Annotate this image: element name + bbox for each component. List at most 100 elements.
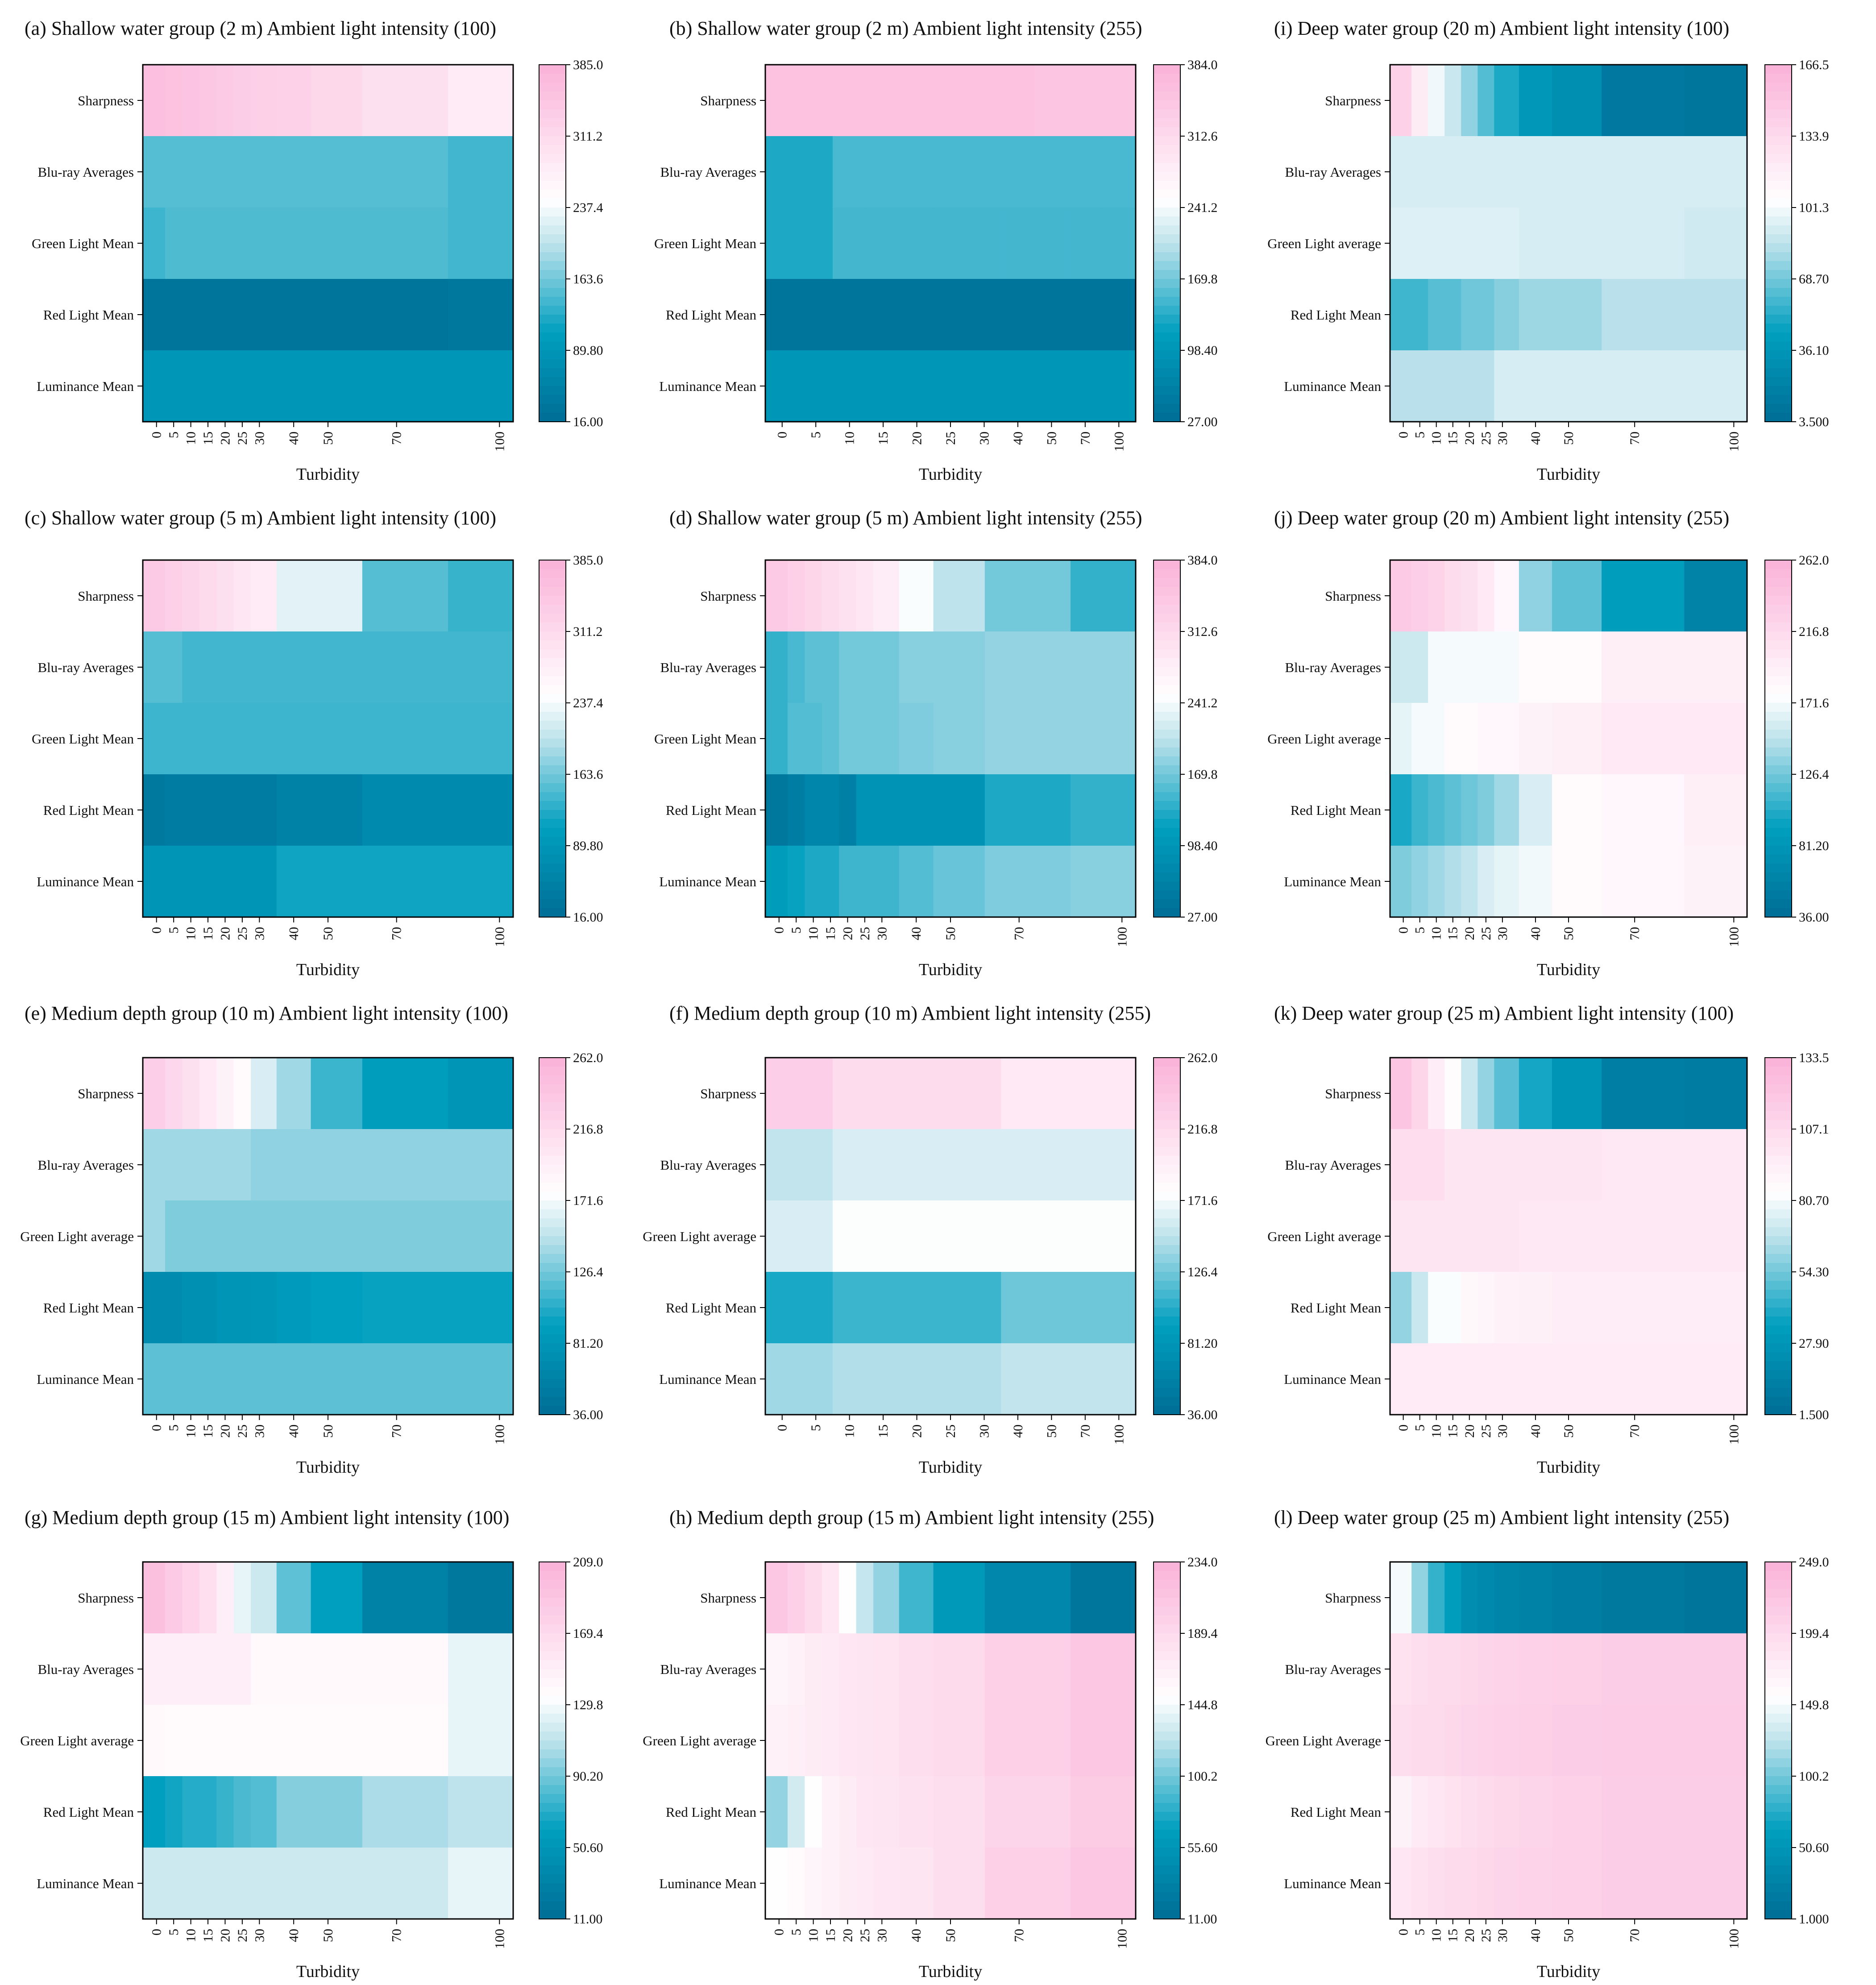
- colorbar-band: [539, 756, 566, 766]
- heatmap-cell: [233, 560, 251, 632]
- x-tick-label: 5: [166, 1424, 181, 1431]
- colorbar-band: [539, 623, 566, 632]
- heatmap-cell: [233, 1633, 251, 1705]
- colorbar-band: [1765, 1580, 1792, 1589]
- heatmap-cell: [216, 136, 234, 208]
- colorbar-band: [539, 1758, 566, 1768]
- x-tick-label: 100: [1727, 1424, 1741, 1445]
- x-tick-label: 40: [1528, 927, 1543, 940]
- colorbar-band: [1154, 1192, 1180, 1201]
- colorbar-band: [1765, 1758, 1792, 1768]
- colorbar-band: [1154, 1093, 1180, 1103]
- heatmap-cell: [182, 1272, 200, 1344]
- colorbar-band: [539, 703, 566, 712]
- heatmap-cell: [1684, 703, 1747, 775]
- heatmap-cell: [866, 1343, 901, 1415]
- colorbar-band: [1765, 872, 1792, 882]
- colorbar-tick-label: 90.20: [573, 1769, 603, 1784]
- heatmap-cell: [165, 65, 183, 137]
- colorbar-band: [1154, 1848, 1180, 1857]
- heatmap-cell: [362, 1200, 448, 1272]
- colorbar-band: [539, 279, 566, 288]
- colorbar-band: [1154, 1812, 1180, 1821]
- heatmap-cell: [805, 631, 822, 703]
- colorbar-tick-label: 98.40: [1187, 839, 1218, 853]
- colorbar-band: [539, 614, 566, 623]
- heatmap-cell: [448, 65, 514, 137]
- x-tick-label: 50: [321, 1929, 336, 1942]
- heatmap-cell: [765, 1776, 788, 1848]
- heatmap-cell: [1444, 631, 1462, 703]
- colorbar-band: [1154, 1785, 1180, 1794]
- heatmap-cell: [182, 703, 200, 775]
- colorbar-band: [539, 1379, 566, 1388]
- heatmap-cell: [1428, 1633, 1445, 1705]
- x-tick-label: 25: [235, 432, 250, 445]
- heatmap-cell: [143, 846, 166, 918]
- colorbar-band: [1154, 1687, 1180, 1696]
- heatmap-cell: [765, 65, 800, 137]
- heatmap-cell: [900, 65, 934, 137]
- x-tick-label: 70: [1012, 1929, 1027, 1942]
- colorbar-band: [1765, 1723, 1792, 1732]
- heatmap-cell: [839, 1562, 857, 1634]
- y-tick-label: Red Light Mean: [43, 802, 134, 818]
- heatmap-cell: [448, 1272, 514, 1344]
- colorbar-band: [1765, 1830, 1792, 1839]
- heatmap-cell: [199, 1343, 217, 1415]
- heatmap-cell: [448, 1848, 514, 1919]
- colorbar-band: [1765, 1254, 1792, 1263]
- colorbar-band: [1765, 1624, 1792, 1634]
- heatmap-cell: [1461, 1058, 1478, 1130]
- heatmap-cell: [856, 774, 874, 846]
- colorbar-band: [1765, 100, 1792, 110]
- colorbar-band: [1154, 413, 1180, 422]
- colorbar-band: [539, 350, 566, 360]
- heatmap-cell: [1411, 1129, 1428, 1201]
- colorbar-band: [1154, 1343, 1180, 1353]
- colorbar-band: [1765, 1874, 1792, 1884]
- colorbar-band: [1154, 341, 1180, 351]
- colorbar-band: [1765, 640, 1792, 650]
- x-tick-label: 100: [1727, 432, 1741, 452]
- heatmap-cell: [984, 1562, 1071, 1634]
- x-tick-label: 30: [1495, 432, 1510, 445]
- colorbar-band: [539, 1147, 566, 1156]
- heatmap-cell: [311, 136, 363, 208]
- heatmap-cell: [1390, 1776, 1412, 1848]
- colorbar-tick-label: 234.0: [1187, 1555, 1218, 1570]
- colorbar-band: [1154, 908, 1180, 918]
- heatmap-cell: [1552, 136, 1602, 208]
- colorbar-band: [539, 190, 566, 199]
- colorbar-band: [1154, 828, 1180, 837]
- colorbar-band: [1765, 1740, 1792, 1750]
- x-tick-label: 25: [235, 927, 250, 940]
- colorbar-band: [1765, 712, 1792, 721]
- heatmap-cell: [866, 279, 901, 351]
- heatmap-cell: [199, 1058, 217, 1130]
- x-tick-label: 30: [977, 432, 992, 445]
- heatmap-cell: [866, 136, 901, 208]
- colorbar-band: [539, 1397, 566, 1406]
- colorbar-tick-label: 129.8: [573, 1698, 603, 1712]
- heatmap-cell: [1602, 1058, 1685, 1130]
- colorbar-band: [1154, 1883, 1180, 1893]
- heatmap-cell: [1068, 1058, 1103, 1130]
- heatmap-cell: [199, 208, 217, 279]
- colorbar-band: [539, 100, 566, 110]
- heatmap-cell: [1461, 1343, 1478, 1415]
- colorbar-band: [539, 1580, 566, 1589]
- colorbar-band: [1154, 1615, 1180, 1625]
- colorbar-band: [1154, 118, 1180, 128]
- colorbar-band: [539, 1361, 566, 1370]
- colorbar-tick-label: 237.4: [573, 200, 603, 215]
- heatmap-cell: [787, 1776, 805, 1848]
- heatmap-cell: [362, 1058, 448, 1130]
- heatmap-cell: [165, 631, 183, 703]
- colorbar-tick-label: 144.8: [1187, 1698, 1218, 1712]
- heatmap-cell: [276, 1848, 311, 1919]
- heatmap-cell: [1602, 208, 1685, 279]
- colorbar-band: [539, 1732, 566, 1741]
- colorbar-band: [1154, 1571, 1180, 1580]
- heatmap-cell: [984, 631, 1071, 703]
